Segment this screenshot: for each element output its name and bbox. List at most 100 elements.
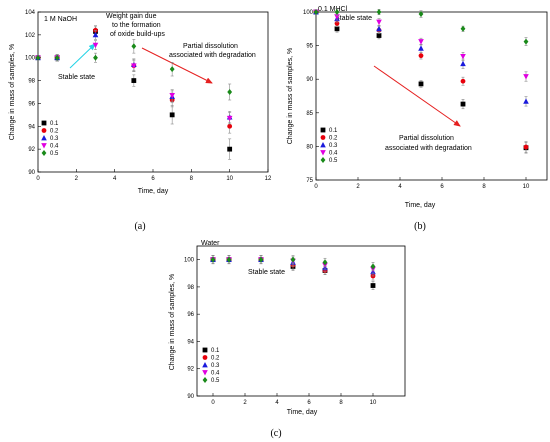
legend-label: 0.3 <box>50 136 59 142</box>
y-tick-label: 98 <box>28 79 35 85</box>
chart-a-title: 1 M NaOH <box>44 16 77 23</box>
data-point <box>523 144 529 150</box>
chart-c-annotation-stable: Stable state <box>248 269 285 276</box>
x-tick-label: 8 <box>339 400 343 406</box>
chart-b-plot-frame <box>315 11 548 181</box>
data-point <box>92 31 99 38</box>
legend-marker <box>202 347 208 353</box>
chart-a-annotation-stable: Stable state <box>58 74 95 81</box>
y-tick-label: 95 <box>306 44 313 50</box>
chart-b: 0.1 MHCl Time, day Change in mass of sam… <box>287 6 548 232</box>
data-point <box>370 263 376 270</box>
chart-b-red-arrow <box>373 65 461 127</box>
data-point <box>418 81 424 87</box>
chart-a-cyan-arrow <box>69 43 96 69</box>
data-point <box>418 53 424 59</box>
data-point <box>313 9 319 15</box>
data-point <box>169 93 175 99</box>
chart-c-ylabel: Change in mass of samples, % <box>169 274 176 371</box>
y-tick-label: 94 <box>28 124 35 130</box>
chart-a-annotation-dissolution: Partial dissolution associated with degr… <box>169 43 256 59</box>
y-tick-label: 90 <box>306 77 313 83</box>
chart-b-caption: (b) <box>414 221 426 232</box>
data-point <box>370 283 376 288</box>
y-tick-label: 100 <box>25 56 36 62</box>
y-tick-label: 102 <box>25 33 36 39</box>
x-tick-label: 0 <box>36 176 40 182</box>
x-tick-label: 10 <box>226 176 233 182</box>
x-tick-label: 10 <box>523 184 530 190</box>
legend-marker <box>41 143 47 149</box>
legend-label: 0.1 <box>50 121 59 127</box>
chart-a: 1 M NaOH Time, day Change in mass of sam… <box>9 10 272 232</box>
x-tick-label: 4 <box>113 176 117 182</box>
x-tick-label: 0 <box>211 400 215 406</box>
data-point <box>460 60 466 67</box>
data-point <box>334 9 340 15</box>
legend-marker <box>202 362 208 368</box>
legend-label: 0.1 <box>211 348 220 354</box>
y-tick-label: 92 <box>187 367 194 373</box>
x-tick-label: 6 <box>440 184 444 190</box>
x-tick-label: 10 <box>370 400 377 406</box>
chart-b-title: 0.1 MHCl <box>318 6 348 13</box>
data-point <box>523 38 529 45</box>
legend-label: 0.2 <box>50 129 59 135</box>
data-point <box>290 256 296 263</box>
legend-marker <box>320 150 326 156</box>
y-tick-label: 100 <box>184 258 195 264</box>
data-point <box>226 256 232 263</box>
data-point <box>93 54 98 61</box>
x-tick-label: 2 <box>356 184 360 190</box>
data-point <box>227 146 233 152</box>
data-point <box>131 43 137 50</box>
legend-marker <box>202 370 208 376</box>
y-tick-label: 75 <box>306 178 313 184</box>
legend-label: 0.2 <box>211 356 220 362</box>
legend-label: 0.5 <box>211 378 220 384</box>
data-point <box>418 11 424 18</box>
x-tick-label: 8 <box>482 184 486 190</box>
legend-marker <box>320 127 326 133</box>
y-tick-label: 90 <box>187 394 194 400</box>
data-point <box>376 25 382 32</box>
legend-marker <box>41 135 47 141</box>
x-tick-label: 8 <box>190 176 194 182</box>
chart-b-annotation-stable: Stable state <box>335 15 372 22</box>
data-point <box>460 53 466 60</box>
legend-label: 0.5 <box>50 151 59 157</box>
chart-a-xlabel: Time, day <box>138 188 169 195</box>
data-point <box>334 26 340 32</box>
legend-marker <box>202 377 208 383</box>
x-tick-label: 6 <box>307 400 311 406</box>
legend-label: 0.4 <box>50 144 59 150</box>
chart-c-title: Water <box>201 240 220 247</box>
data-point <box>131 63 137 69</box>
chart-b-ylabel: Change in mass of samples, % <box>287 48 294 145</box>
data-point <box>322 259 328 266</box>
chart-c-xlabel: Time, day <box>287 409 318 416</box>
chart-b-xlabel: Time, day <box>405 202 436 209</box>
data-point <box>227 123 233 129</box>
y-tick-label: 80 <box>306 144 313 150</box>
data-point <box>226 115 233 122</box>
legend-label: 0.2 <box>329 136 338 142</box>
y-tick-label: 104 <box>25 10 36 16</box>
legend-marker <box>320 142 326 148</box>
data-point <box>418 45 424 51</box>
chart-c-caption: (c) <box>270 428 281 439</box>
legend-marker <box>41 120 47 126</box>
legend-marker <box>202 355 208 360</box>
y-tick-label: 92 <box>28 147 35 153</box>
x-tick-label: 2 <box>75 176 79 182</box>
data-point <box>460 101 466 107</box>
data-point <box>54 54 60 61</box>
data-point <box>131 78 137 83</box>
data-point <box>460 25 466 32</box>
chart-a-caption: (a) <box>134 221 145 232</box>
data-point <box>418 39 424 45</box>
x-tick-label: 0 <box>314 184 318 190</box>
x-tick-label: 2 <box>243 400 247 406</box>
chart-a-red-arrow <box>141 47 213 84</box>
